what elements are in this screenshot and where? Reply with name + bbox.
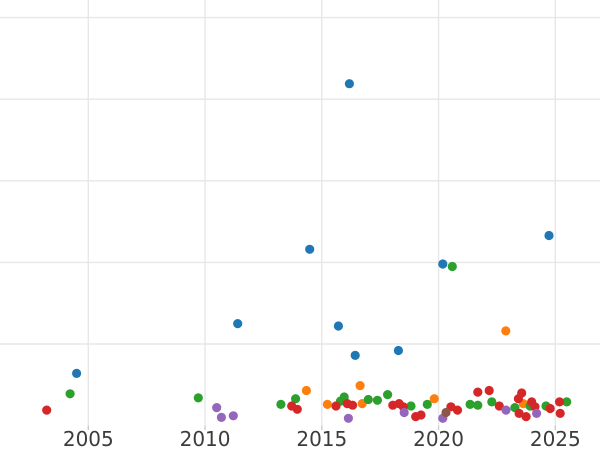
scatter-point-blue [350,350,360,360]
scatter-point-green [372,395,382,405]
scatter-point-red [521,412,531,422]
scatter-point-purple [343,413,353,423]
x-axis-labels-group: 2005 2010 2015 2020 2025 [63,427,581,450]
scatter-point-purple [501,405,511,415]
scatter-point-green [562,397,572,407]
scatter-point-blue [233,319,243,329]
scatter-point-red [555,408,565,418]
scatter-point-orange [429,394,439,404]
scatter-point-red [545,403,555,414]
scatter-point-purple [228,411,238,421]
scatter-point-red [292,404,302,414]
scatter-point-red [494,401,504,411]
scatter-point-green [473,400,483,410]
scatter-point-green [487,397,497,407]
x-axis-tick-label: 2015 [296,427,347,450]
scatter-point-green [363,394,373,405]
scatter-point-blue [72,368,82,378]
x-axis-tick-label: 2025 [530,427,581,450]
scatter-point-green [465,399,475,409]
scatter-point-green [65,389,75,399]
scatter-point-blue [344,79,354,89]
scatter-points-group [42,79,572,423]
scatter-point-red [331,401,341,411]
scatter-point-red [416,410,426,420]
scatter-point-purple [532,408,542,418]
scatter-point-red [517,388,527,398]
scatter-point-red [484,385,494,396]
scatter-point-green [276,399,286,409]
scatter-point-blue [393,345,403,356]
scatter-point-red [42,405,52,415]
gridlines-group [0,0,600,426]
x-axis-tick-label: 2005 [63,427,114,450]
scatter-point-orange [322,399,332,409]
scatter-point-red [514,408,524,418]
x-axis-tick-label: 2010 [180,427,231,450]
scatter-point-red [452,405,463,415]
scatter-point-purple [216,412,226,422]
x-axis-ticks-group [87,425,556,431]
scatter-point-orange [355,381,365,391]
scatter-point-blue [305,244,315,254]
scatter-point-green [383,390,393,400]
scatter-point-red [473,387,483,397]
x-axis-tick-label: 2020 [413,427,464,450]
scatter-point-green [447,261,457,272]
scatter-point-blue [333,321,343,331]
scatter-point-blue [544,230,554,241]
scatter-point-purple [399,407,409,418]
scatter-point-green [422,399,432,409]
scatter-point-green [291,394,301,404]
scatter-point-orange [301,385,311,396]
scatter-point-green [406,401,416,411]
scatter-point-purple [212,403,222,413]
scatter-point-green [193,393,203,403]
scatter-point-orange [501,326,511,336]
scatter-point-blue [438,259,448,269]
scatter-point-brown [441,407,451,418]
scatter-point-red [348,400,358,410]
scatter-point-red [554,397,565,407]
